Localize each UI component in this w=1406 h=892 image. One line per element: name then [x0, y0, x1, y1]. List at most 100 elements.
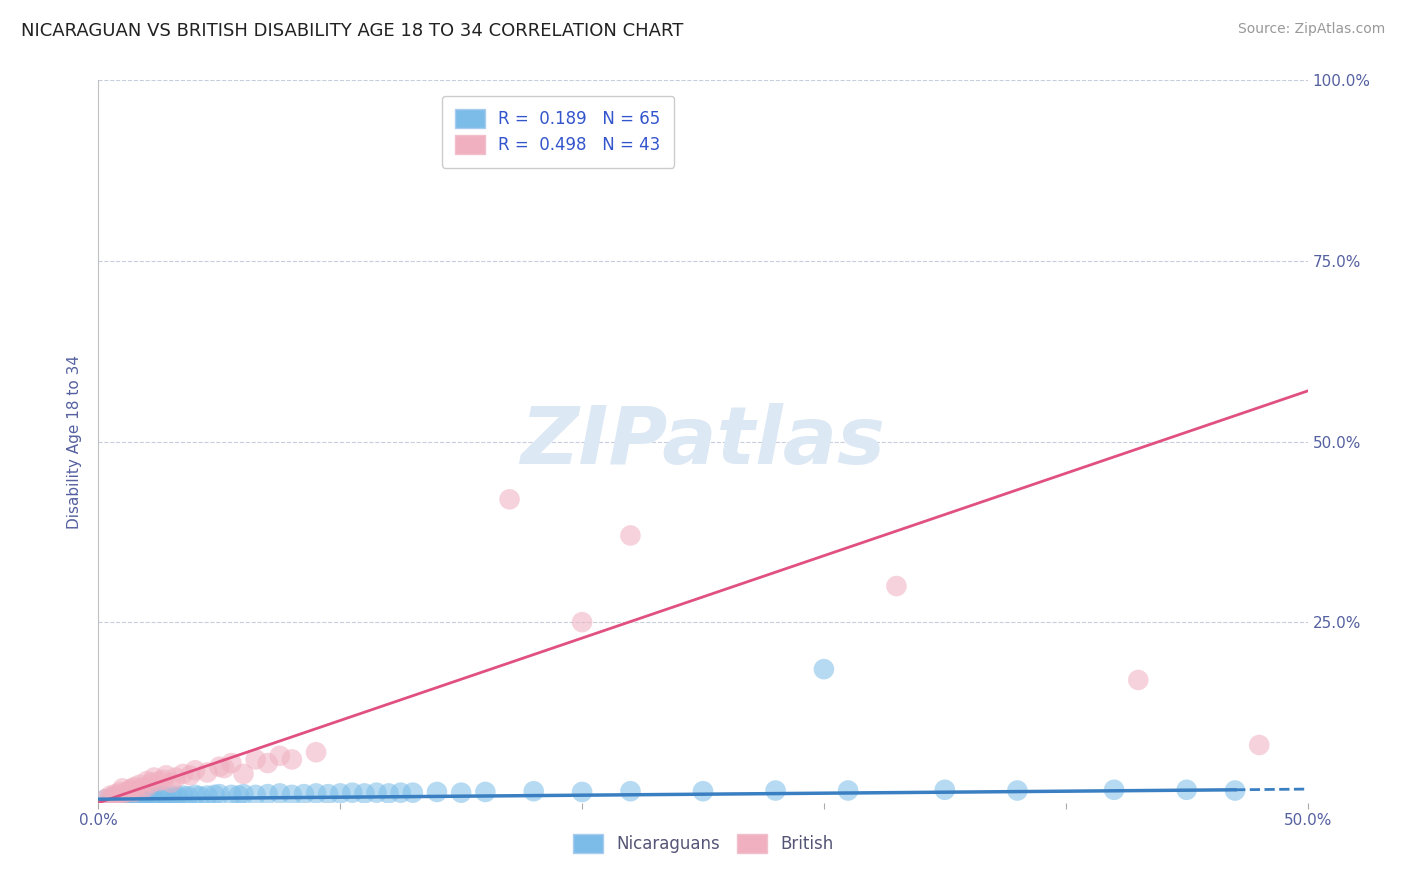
Point	[184, 788, 207, 802]
Point	[316, 787, 339, 801]
Point	[127, 790, 149, 805]
Point	[1128, 673, 1150, 687]
Point	[108, 790, 131, 805]
Point	[450, 786, 472, 800]
Point	[204, 788, 226, 802]
Point	[172, 789, 194, 803]
Point	[269, 748, 291, 763]
Legend: Nicaraguans, British: Nicaraguans, British	[567, 827, 839, 860]
Point	[377, 786, 399, 800]
Point	[111, 781, 134, 796]
Point	[188, 789, 211, 804]
Point	[128, 778, 150, 792]
Point	[195, 765, 218, 780]
Point	[208, 787, 231, 801]
Point	[152, 789, 174, 803]
Point	[101, 790, 124, 805]
Point	[498, 492, 520, 507]
Point	[118, 790, 141, 805]
Point	[135, 774, 157, 789]
Point	[143, 790, 166, 805]
Point	[1223, 783, 1246, 797]
Point	[148, 774, 170, 789]
Point	[228, 789, 250, 803]
Point	[221, 788, 243, 802]
Point	[101, 790, 124, 805]
Point	[111, 787, 134, 801]
Point	[245, 752, 267, 766]
Point	[155, 768, 177, 782]
Point	[160, 775, 183, 789]
Point	[232, 787, 254, 801]
Point	[281, 788, 304, 802]
Point	[232, 767, 254, 781]
Point	[179, 768, 201, 782]
Point	[389, 786, 412, 800]
Point	[474, 785, 496, 799]
Point	[571, 785, 593, 799]
Point	[141, 790, 163, 805]
Point	[155, 790, 177, 805]
Point	[143, 771, 166, 785]
Point	[134, 791, 156, 805]
Point	[121, 791, 143, 805]
Point	[128, 792, 150, 806]
Point	[886, 579, 908, 593]
Point	[305, 745, 328, 759]
Point	[426, 785, 449, 799]
Point	[94, 792, 117, 806]
Point	[131, 790, 153, 805]
Point	[1007, 783, 1029, 797]
Point	[165, 790, 187, 805]
Point	[100, 789, 122, 803]
Point	[135, 789, 157, 803]
Point	[117, 792, 139, 806]
Point	[104, 792, 127, 806]
Point	[329, 786, 352, 800]
Text: ZIPatlas: ZIPatlas	[520, 402, 886, 481]
Point	[124, 780, 146, 794]
Point	[160, 789, 183, 803]
Point	[571, 615, 593, 630]
Point	[212, 761, 235, 775]
Point	[619, 784, 641, 798]
Point	[402, 786, 425, 800]
Point	[107, 793, 129, 807]
Point	[100, 794, 122, 808]
Point	[152, 772, 174, 787]
Point	[292, 787, 315, 801]
Point	[124, 785, 146, 799]
Point	[837, 783, 859, 797]
Point	[256, 787, 278, 801]
Point	[765, 783, 787, 797]
Point	[256, 756, 278, 770]
Point	[107, 789, 129, 803]
Point	[165, 771, 187, 785]
Point	[172, 767, 194, 781]
Point	[108, 785, 131, 799]
Point	[619, 528, 641, 542]
Point	[114, 790, 136, 805]
Point	[208, 760, 231, 774]
Point	[934, 782, 956, 797]
Point	[269, 786, 291, 800]
Point	[148, 789, 170, 804]
Point	[118, 782, 141, 797]
Point	[141, 775, 163, 789]
Point	[1175, 782, 1198, 797]
Point	[94, 792, 117, 806]
Point	[177, 789, 200, 804]
Point	[245, 788, 267, 802]
Point	[111, 794, 134, 808]
Point	[342, 786, 364, 800]
Point	[1102, 782, 1125, 797]
Point	[281, 752, 304, 766]
Point	[135, 780, 157, 794]
Text: Source: ZipAtlas.com: Source: ZipAtlas.com	[1237, 22, 1385, 37]
Point	[366, 786, 388, 800]
Point	[195, 789, 218, 803]
Point	[1249, 738, 1271, 752]
Y-axis label: Disability Age 18 to 34: Disability Age 18 to 34	[67, 354, 83, 529]
Point	[167, 789, 190, 804]
Point	[813, 662, 835, 676]
